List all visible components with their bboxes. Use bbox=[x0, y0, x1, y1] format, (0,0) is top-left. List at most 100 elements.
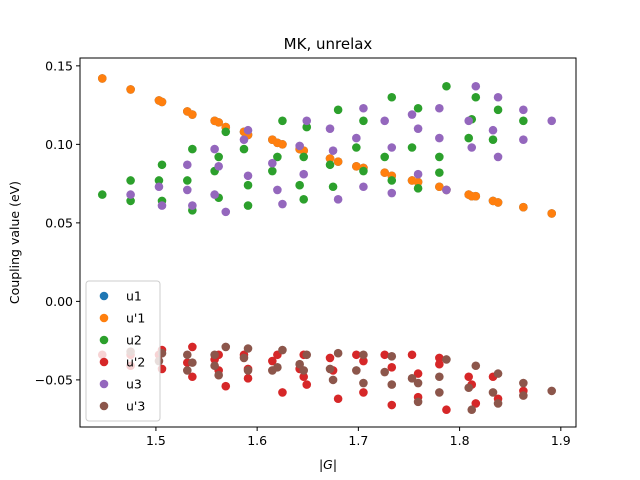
series-5 bbox=[126, 342, 557, 415]
data-point bbox=[407, 110, 417, 119]
data-points bbox=[97, 74, 557, 415]
data-point bbox=[352, 350, 361, 360]
data-point bbox=[154, 182, 164, 192]
data-point bbox=[467, 405, 477, 415]
data-point bbox=[413, 184, 423, 193]
data-point bbox=[435, 372, 444, 382]
data-point bbox=[464, 133, 474, 143]
data-point bbox=[239, 353, 249, 363]
data-point bbox=[268, 166, 277, 176]
data-point bbox=[435, 152, 444, 162]
data-point bbox=[380, 168, 389, 177]
data-point bbox=[359, 350, 368, 360]
data-point bbox=[210, 361, 219, 371]
data-point bbox=[239, 144, 249, 154]
data-point bbox=[333, 394, 343, 404]
data-point bbox=[333, 195, 343, 204]
data-point bbox=[519, 105, 528, 115]
data-point bbox=[380, 116, 389, 126]
data-point bbox=[328, 182, 338, 192]
data-point bbox=[435, 359, 444, 369]
data-point bbox=[273, 185, 282, 195]
data-point bbox=[243, 201, 253, 210]
data-point bbox=[243, 366, 253, 375]
data-point bbox=[493, 369, 503, 378]
data-point bbox=[243, 180, 253, 190]
data-point bbox=[493, 105, 503, 115]
data-point bbox=[299, 366, 309, 375]
data-point bbox=[359, 103, 368, 113]
data-point bbox=[359, 378, 368, 388]
data-point bbox=[188, 201, 197, 210]
data-point bbox=[435, 168, 444, 177]
data-point bbox=[387, 176, 397, 185]
y-tick-label: 0.15 bbox=[45, 58, 73, 73]
data-point bbox=[380, 152, 389, 162]
data-point bbox=[413, 369, 423, 378]
data-point bbox=[488, 388, 498, 397]
data-point bbox=[352, 366, 361, 375]
data-point bbox=[302, 380, 312, 389]
data-point bbox=[210, 350, 219, 360]
data-point bbox=[214, 118, 223, 127]
data-point bbox=[493, 92, 503, 102]
data-point bbox=[435, 388, 444, 397]
data-point bbox=[519, 391, 528, 400]
x-tick-label: 1.8 bbox=[450, 433, 470, 448]
data-point bbox=[295, 141, 304, 151]
series-2 bbox=[97, 81, 528, 215]
legend-marker bbox=[99, 291, 109, 301]
data-point bbox=[325, 124, 335, 133]
data-point bbox=[214, 152, 223, 162]
data-point bbox=[464, 116, 474, 126]
data-point bbox=[157, 97, 167, 107]
data-point bbox=[442, 81, 451, 91]
legend-label: u2 bbox=[126, 333, 142, 348]
data-point bbox=[547, 386, 557, 396]
data-point bbox=[519, 378, 528, 388]
data-point bbox=[380, 367, 389, 377]
data-point bbox=[243, 374, 253, 383]
data-point bbox=[278, 116, 287, 126]
legend-label: u'1 bbox=[126, 311, 145, 326]
data-point bbox=[97, 74, 107, 83]
data-point bbox=[387, 400, 397, 410]
data-point bbox=[413, 103, 423, 113]
data-point bbox=[243, 125, 253, 135]
data-point bbox=[493, 198, 503, 207]
data-point bbox=[221, 207, 231, 217]
x-axis-title: |G| bbox=[319, 457, 337, 472]
data-point bbox=[221, 342, 231, 352]
legend-marker bbox=[99, 401, 109, 411]
data-point bbox=[387, 380, 397, 389]
data-point bbox=[126, 176, 135, 185]
data-point bbox=[471, 361, 481, 371]
data-point bbox=[387, 352, 397, 361]
data-point bbox=[210, 190, 219, 199]
data-point bbox=[359, 356, 368, 366]
data-point bbox=[387, 92, 397, 102]
data-point bbox=[442, 185, 451, 195]
data-point bbox=[188, 372, 197, 382]
data-point bbox=[352, 162, 361, 171]
series-4 bbox=[126, 81, 557, 217]
data-point bbox=[519, 116, 528, 126]
y-tick-label: 0.10 bbox=[45, 137, 73, 152]
data-point bbox=[239, 135, 249, 144]
data-point bbox=[278, 345, 287, 355]
data-point bbox=[387, 363, 397, 372]
data-point bbox=[210, 144, 219, 154]
data-point bbox=[183, 366, 192, 375]
data-point bbox=[97, 190, 107, 199]
data-point bbox=[243, 171, 253, 181]
data-point bbox=[299, 195, 309, 204]
legend-label: u3 bbox=[126, 377, 142, 392]
legend-label: u'3 bbox=[126, 399, 145, 414]
data-point bbox=[519, 202, 528, 212]
data-point bbox=[387, 188, 397, 198]
data-point bbox=[214, 370, 223, 380]
data-point bbox=[278, 199, 287, 209]
data-point bbox=[493, 399, 503, 408]
y-tick-label: 0.05 bbox=[45, 215, 73, 230]
x-axis-ticks: 1.5 1.6 1.7 1.8 1.9 bbox=[146, 427, 571, 448]
